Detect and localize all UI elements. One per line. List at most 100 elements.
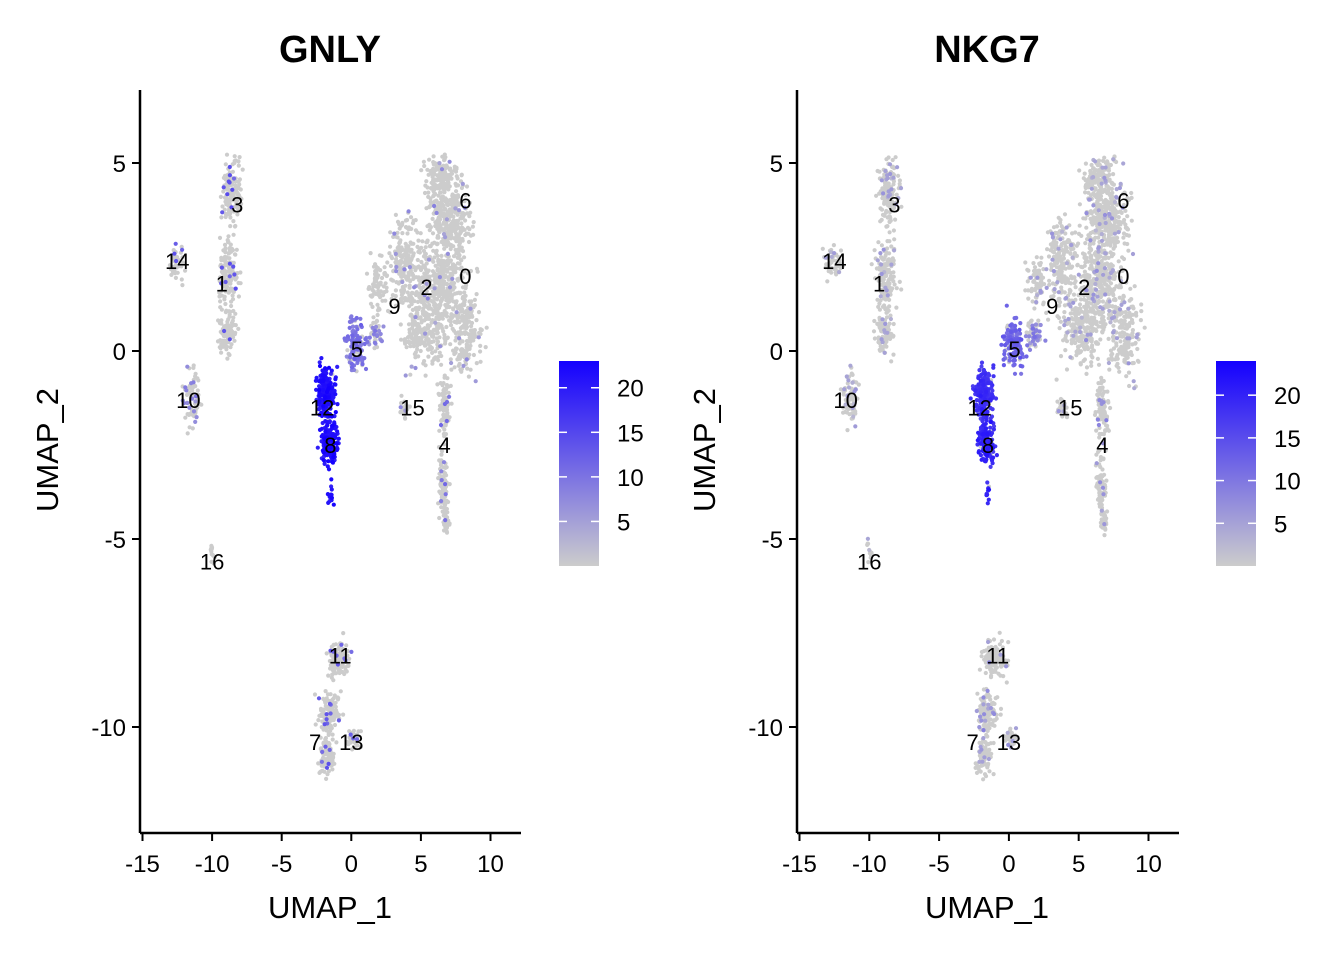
cell-point	[1058, 300, 1062, 304]
cell-point	[1110, 352, 1114, 356]
cell-point-expressing	[318, 360, 322, 364]
cell-point-expressing	[230, 188, 234, 192]
cell-point	[419, 168, 423, 172]
cell-point	[438, 304, 442, 308]
cell-point	[422, 160, 426, 164]
cell-point	[1058, 218, 1062, 222]
cell-point	[1069, 311, 1073, 315]
cell-point	[465, 322, 469, 326]
cell-point-expressing	[337, 718, 341, 722]
cell-point-expressing	[316, 446, 320, 450]
cell-point	[1111, 264, 1115, 268]
cell-point-expressing	[327, 762, 331, 766]
cell-point-expressing	[329, 477, 333, 481]
cell-point-expressing	[320, 760, 324, 764]
cell-point	[1039, 256, 1043, 260]
cell-point-expressing	[358, 317, 362, 321]
cell-point	[1089, 350, 1093, 354]
cell-point-expressing	[222, 329, 226, 333]
cluster-label-14: 14	[165, 249, 189, 274]
cell-point-expressing	[435, 211, 439, 215]
cell-point	[451, 307, 455, 311]
cluster-label-10: 10	[176, 388, 200, 413]
cell-point	[440, 392, 444, 396]
cell-point-expressing	[326, 459, 330, 463]
cell-point	[410, 291, 414, 295]
cell-point-expressing	[442, 460, 446, 464]
cell-point	[1074, 285, 1078, 289]
cell-point	[439, 191, 443, 195]
cell-point	[428, 324, 432, 328]
cell-point	[432, 154, 436, 158]
cell-point	[449, 244, 453, 248]
cell-point	[1111, 292, 1115, 296]
cell-point	[1117, 215, 1121, 219]
cell-point	[1075, 350, 1079, 354]
cell-point	[450, 296, 454, 300]
cell-point-expressing	[317, 696, 321, 700]
cell-point	[1130, 353, 1134, 357]
cell-point-expressing	[443, 402, 447, 406]
cell-point	[196, 378, 200, 382]
cell-point	[324, 697, 328, 701]
cell-point	[232, 233, 236, 237]
cell-point	[404, 242, 408, 246]
cell-point-expressing	[363, 337, 367, 341]
cell-point	[380, 276, 384, 280]
cell-point	[191, 426, 195, 430]
cell-point	[237, 164, 241, 168]
cell-point	[412, 251, 416, 255]
cell-point	[440, 289, 444, 293]
cell-point-expressing	[440, 167, 444, 171]
cell-point	[1090, 260, 1094, 264]
cell-point-expressing	[174, 242, 178, 246]
cell-point	[1104, 161, 1108, 165]
cluster-label-13: 13	[339, 730, 363, 755]
cell-point	[1070, 338, 1074, 342]
cluster-label-4: 4	[438, 433, 450, 458]
cell-point	[1073, 251, 1077, 255]
cell-point-expressing	[445, 419, 449, 423]
cell-point	[440, 171, 444, 175]
cell-point	[389, 278, 393, 282]
cell-point-expressing	[222, 185, 226, 189]
cell-point	[457, 364, 461, 368]
cell-point	[408, 286, 412, 290]
cell-point	[424, 206, 428, 210]
cluster-label-16: 16	[200, 550, 224, 575]
cell-point-expressing	[351, 318, 355, 322]
cell-point	[1102, 533, 1106, 537]
cell-point	[448, 521, 452, 525]
cell-point	[407, 274, 411, 278]
cell-point	[1077, 307, 1081, 311]
cell-point	[378, 295, 382, 299]
cell-point	[1099, 473, 1103, 477]
cell-point	[479, 360, 483, 364]
cell-point	[478, 344, 482, 348]
cell-point-expressing	[228, 173, 232, 177]
cell-point	[329, 724, 333, 728]
cell-point	[228, 224, 232, 228]
cell-point	[439, 419, 443, 423]
cell-point-expressing	[355, 316, 359, 320]
cell-point	[193, 374, 197, 378]
cell-point	[471, 225, 475, 229]
cell-point	[1094, 311, 1098, 315]
cell-point	[455, 224, 459, 228]
cell-point	[371, 315, 375, 319]
cell-point	[402, 288, 406, 292]
cell-point-expressing	[438, 275, 442, 279]
cell-point	[216, 339, 220, 343]
cell-point	[1039, 274, 1043, 278]
cell-point	[1102, 390, 1106, 394]
cell-point	[341, 631, 345, 635]
cell-point	[1089, 360, 1093, 364]
y-ticks: 50-5-10	[91, 151, 140, 742]
cell-point	[444, 242, 448, 246]
cell-point-expressing	[461, 182, 465, 186]
cell-point-expressing	[225, 192, 229, 196]
colorbar-tick-label: 20	[617, 376, 644, 403]
cell-point	[464, 331, 468, 335]
